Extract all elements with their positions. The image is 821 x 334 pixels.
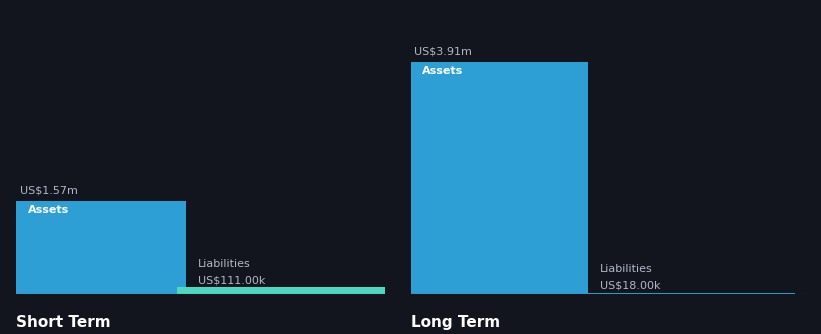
Text: US$1.57m: US$1.57m [21, 186, 78, 196]
Bar [578, 293, 795, 294]
Text: US$3.91m: US$3.91m [415, 47, 472, 57]
Bar [16, 201, 186, 294]
Text: Assets: Assets [422, 66, 464, 76]
Text: US$18.00k: US$18.00k [599, 281, 660, 291]
Bar [410, 61, 588, 294]
Text: Long Term: Long Term [410, 315, 500, 330]
Text: US$111.00k: US$111.00k [198, 275, 265, 285]
Bar [177, 287, 385, 294]
Text: Assets: Assets [28, 205, 69, 215]
Text: Short Term: Short Term [16, 315, 111, 330]
Text: Liabilities: Liabilities [198, 259, 250, 269]
Text: Liabilities: Liabilities [599, 264, 653, 274]
